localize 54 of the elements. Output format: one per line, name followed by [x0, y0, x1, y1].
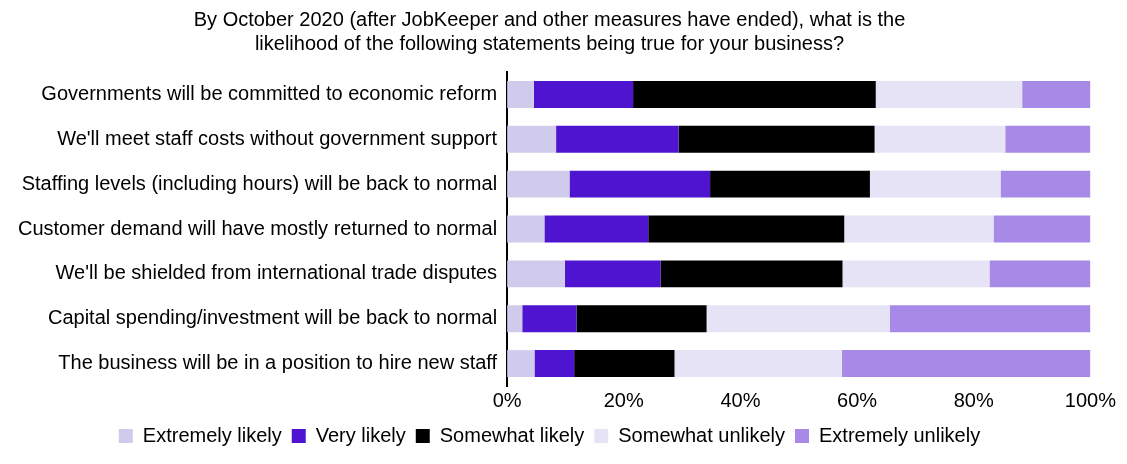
legend-label: Somewhat likely [439, 423, 585, 446]
y-tick-label: Staffing levels (including hours) will be back to normal [21, 171, 498, 194]
x-tick-label: 60% [837, 388, 878, 411]
bar [507, 350, 535, 378]
bar [569, 170, 711, 198]
bar [507, 125, 557, 153]
y-tick-label: We'll be shielded from international trade disputes [55, 261, 498, 284]
x-tick-label: 100% [1064, 388, 1117, 411]
bar [507, 170, 570, 198]
bar [889, 305, 1091, 333]
bar [576, 305, 707, 333]
bar [875, 80, 1023, 108]
bar [534, 350, 575, 378]
bar [556, 125, 679, 153]
bar [674, 350, 842, 378]
bar [1005, 125, 1091, 153]
bar [533, 80, 634, 108]
x-tick-label: 20% [603, 388, 644, 411]
bar [1022, 80, 1091, 108]
legend-label: Extremely likely [142, 423, 282, 446]
x-tick-label: 0% [492, 388, 522, 411]
chart-title: By October 2020 (after JobKeeper and other measures have ended), what is the likelihood of the following statements being true for your business? [193, 7, 906, 54]
y-tick-label: Capital spending/investment will be back to normal [47, 306, 498, 329]
bar [842, 260, 990, 288]
bar [841, 350, 1091, 378]
bar [844, 215, 994, 243]
bar [522, 305, 577, 333]
bar [633, 80, 876, 108]
bar [507, 260, 565, 288]
bar [1000, 170, 1091, 198]
bar [507, 215, 545, 243]
bar [660, 260, 843, 288]
bar [648, 215, 845, 243]
bar [564, 260, 661, 288]
bar [574, 350, 675, 378]
y-tick-label: The business will be in a position to hire new staff [58, 351, 498, 374]
bar [710, 170, 870, 198]
bar [869, 170, 1001, 198]
x-tick-label: 40% [720, 388, 761, 411]
x-tick-label: 80% [953, 388, 994, 411]
bar [507, 80, 534, 108]
y-tick-label: Governments will be committed to economic reform [41, 81, 498, 104]
bar [706, 305, 890, 333]
bar [507, 305, 523, 333]
legend-label: Extremely unlikely [819, 423, 981, 446]
bar [993, 215, 1091, 243]
bar [678, 125, 875, 153]
legend-label: Very likely [315, 423, 406, 446]
bar [989, 260, 1091, 288]
y-tick-label: We'll meet staff costs without government support [57, 126, 498, 149]
y-tick-label: Customer demand will have mostly returned to normal [18, 216, 498, 239]
bar [544, 215, 649, 243]
legend-label: Somewhat unlikely [618, 423, 786, 446]
bar [874, 125, 1006, 153]
